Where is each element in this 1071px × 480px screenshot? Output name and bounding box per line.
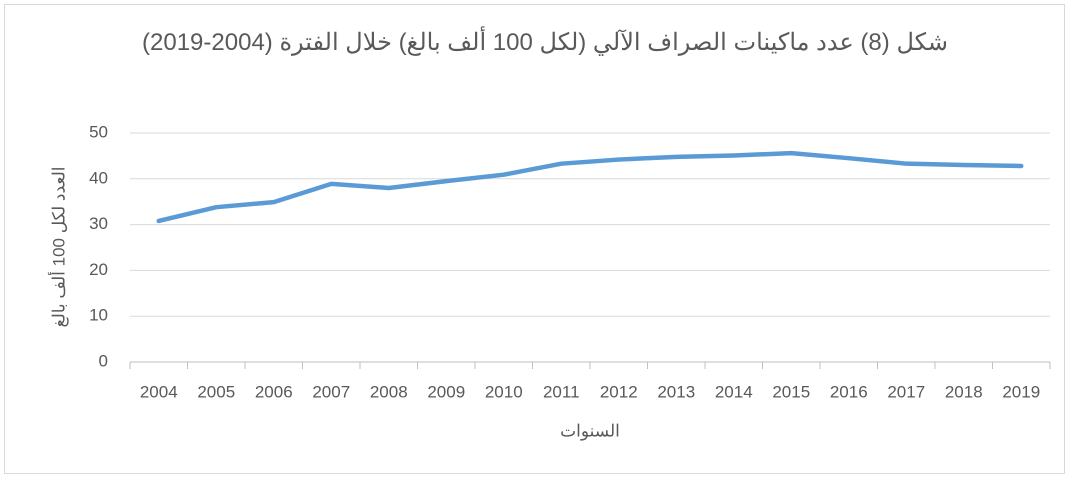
x-tick-label: 2013 [657, 382, 695, 401]
x-tick-label: 2019 [1002, 382, 1040, 401]
x-tick-label: 2016 [830, 382, 868, 401]
x-tick-label: 2017 [887, 382, 925, 401]
y-tick-label: 40 [89, 168, 108, 187]
x-tick-label: 2011 [543, 382, 580, 401]
chart-title: شكل (8) عدد ماكينات الصراف الآلي (لكل 10… [142, 29, 948, 56]
x-tick-label: 2010 [485, 382, 523, 401]
y-axis-label: العدد لكل 100 ألف بالغ [47, 167, 69, 328]
x-tick-label: 2006 [255, 382, 293, 401]
y-tick-label: 30 [89, 214, 108, 233]
x-tick-label: 2008 [370, 382, 408, 401]
chart-border [4, 4, 1065, 474]
x-tick-label: 2009 [427, 382, 465, 401]
y-tick-label: 20 [89, 260, 108, 279]
x-tick-label: 2014 [715, 382, 753, 401]
x-axis-label: السنوات [560, 421, 620, 441]
x-tick-label: 2012 [600, 382, 638, 401]
x-tick-label: 2018 [945, 382, 983, 401]
x-tick-label: 2015 [772, 382, 810, 401]
data-line [156, 150, 1024, 224]
y-tick-label: 10 [89, 306, 108, 325]
x-tick-label: 2004 [140, 382, 178, 401]
y-tick-label: 0 [99, 351, 108, 370]
x-tick-label: 2007 [312, 382, 350, 401]
x-tick-label: 2005 [197, 382, 235, 401]
y-tick-label: 50 [89, 122, 108, 141]
